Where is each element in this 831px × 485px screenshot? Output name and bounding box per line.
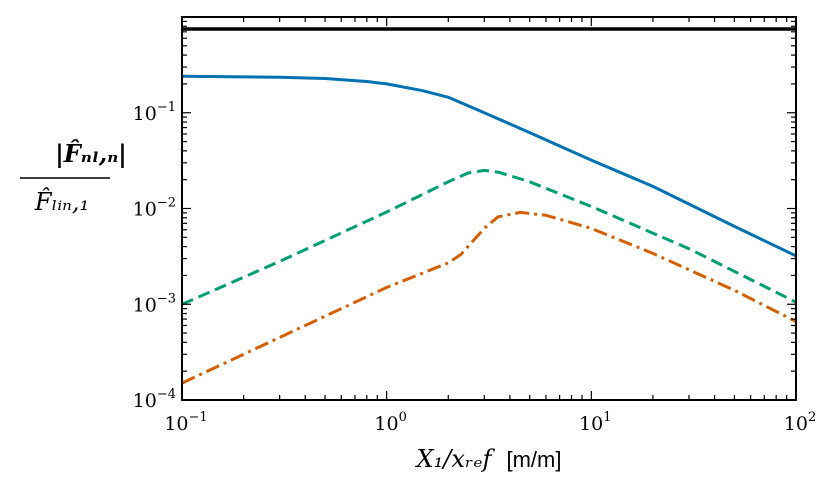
y-axis-label: |F̂ₙₗ,ₙ| F̂ₗᵢₙ,₁ [20,139,127,216]
y-tick-label: 10−2 [133,196,176,221]
x-tick-label: 101 [579,410,611,435]
y-tick-label: 10−3 [133,291,176,316]
series-line-n-4 [181,210,797,385]
x-axis-label-unit: [m/m] [506,447,561,472]
x-tick-label: 10−1 [164,410,207,435]
y-axis-label-denominator: F̂ₗᵢₙ,₁ [34,188,89,216]
ticklabels-layer: 10−1 100 101 102 10−4 10−3 10−2 10−1 [133,100,817,435]
x-tick-label: 102 [784,410,816,435]
series-line-n-2 [181,74,797,258]
y-axis-label-numerator: |F̂ₙₗ,ₙ| [55,139,127,168]
x-axis-label: X₁/xᵣₑf [m/m] [415,445,562,473]
x-axis-label-math: X₁/xᵣₑf [415,445,496,473]
series-line-n-3 [181,168,797,306]
plot-area [182,17,796,400]
ticks-layer [181,16,797,401]
y-tick-label: 10−4 [133,387,176,412]
series-layer [181,27,797,385]
y-tick-label: 10−1 [133,100,176,125]
x-tick-label: 100 [374,410,406,435]
